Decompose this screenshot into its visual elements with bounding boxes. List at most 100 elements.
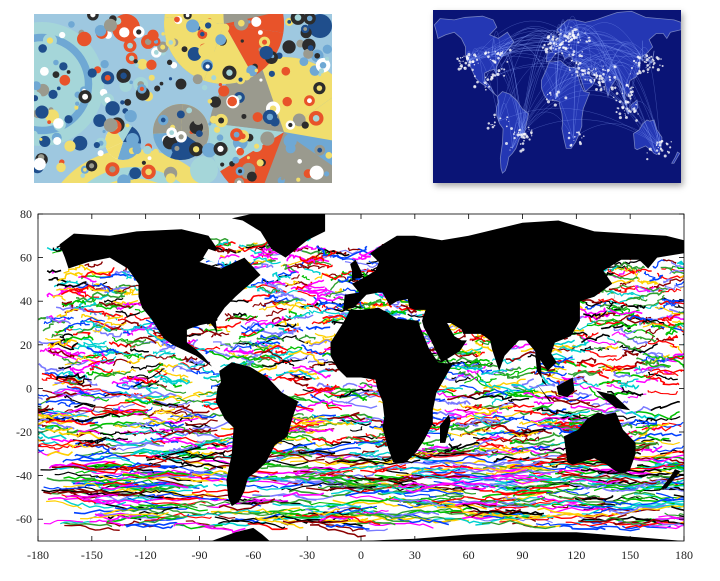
network-edge [483, 26, 563, 83]
drifter-track [678, 470, 684, 474]
drifter-track [46, 477, 96, 482]
packed-dot [47, 120, 52, 125]
network-node [578, 61, 582, 65]
network-node [486, 78, 490, 82]
drifter-track [38, 430, 67, 440]
drifter-track [490, 447, 528, 456]
drifter-track [565, 360, 587, 368]
drifter-track [400, 304, 418, 314]
drifter-track [301, 275, 310, 281]
drifter-track [308, 339, 333, 347]
drifter-track [658, 288, 682, 293]
drifter-track [99, 475, 135, 481]
network-node [646, 71, 649, 74]
network-node [464, 61, 468, 65]
packed-dot [147, 29, 159, 42]
drifter-track [551, 398, 600, 408]
drifter-track [144, 492, 219, 501]
drifter-track [247, 321, 260, 328]
drifter-track [218, 498, 276, 511]
network-node [651, 150, 653, 152]
packed-dot [232, 156, 240, 164]
drifter-track [617, 380, 640, 390]
drifter-track [38, 418, 75, 430]
drifter-track [675, 280, 684, 286]
drifter-track [240, 323, 265, 331]
drifter-track [278, 298, 301, 305]
drifter-track [43, 519, 84, 525]
drifter-track [646, 474, 675, 479]
network-node [500, 68, 503, 70]
network-node [579, 39, 582, 41]
network-node [568, 131, 571, 134]
network-node [506, 60, 509, 63]
network-edge [500, 46, 661, 148]
y-tick-label: 80 [20, 207, 32, 221]
network-node [568, 69, 571, 71]
network-node [651, 61, 653, 63]
network-node [663, 154, 667, 158]
drifter-track [241, 331, 257, 337]
packed-dot [93, 114, 107, 127]
drifter-track [83, 307, 105, 314]
network-node [649, 148, 651, 150]
drifter-track [400, 475, 470, 481]
drifter-track [488, 378, 526, 388]
network-edge [466, 39, 609, 72]
drifter-track [49, 436, 75, 443]
packed-dot [147, 156, 152, 161]
drifter-track [62, 456, 105, 463]
network-node [473, 64, 476, 66]
drifter-track [523, 391, 574, 400]
network-node [569, 35, 572, 38]
drifter-track [562, 410, 591, 418]
network-node [650, 55, 653, 58]
drifter-track [286, 254, 316, 263]
drifter-track [595, 312, 616, 320]
network-node [659, 144, 662, 147]
drifter-track [348, 451, 394, 458]
network-node [573, 35, 576, 38]
packed-dot [77, 31, 92, 47]
network-node [623, 110, 625, 112]
land-new-guinea [596, 390, 631, 411]
network-node [484, 51, 488, 55]
drifter-track [537, 495, 584, 504]
packed-dot [129, 167, 142, 180]
packed-dot [257, 30, 263, 35]
drifter-track [56, 281, 87, 288]
drifter-track [482, 434, 503, 442]
drifter-track [494, 487, 531, 492]
drifter-track [100, 358, 114, 364]
drifter-track [214, 242, 231, 248]
drifter-track [74, 412, 121, 423]
network-edge [522, 77, 625, 134]
network-node [456, 57, 459, 61]
network-edge [520, 119, 661, 148]
drifter-track [651, 323, 676, 330]
drifter-track [311, 318, 333, 325]
packed-dot [181, 46, 188, 53]
packed-dot [251, 16, 262, 27]
drifter-track [234, 313, 248, 319]
drifter-track [307, 285, 325, 289]
drifter-track [681, 328, 684, 331]
network-node [497, 51, 500, 55]
drifter-track [354, 449, 380, 456]
drifter-track [510, 343, 532, 349]
drifter-track [106, 520, 155, 528]
drifter-track [250, 278, 275, 287]
drifter-track [130, 363, 163, 371]
drifter-track [67, 366, 85, 375]
network-node [571, 33, 575, 37]
drifter-track [313, 296, 329, 304]
packed-dot [286, 172, 293, 179]
drifter-track [518, 499, 601, 508]
drifter-track [342, 382, 358, 388]
network-node [513, 131, 516, 133]
drifter-track [448, 412, 475, 419]
drifter-track [664, 512, 684, 517]
drifter-track [52, 295, 66, 302]
x-tick-label: 180 [675, 548, 693, 562]
drifter-track [308, 279, 325, 286]
